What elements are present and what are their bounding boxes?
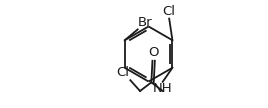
Text: Cl: Cl: [116, 66, 129, 79]
Text: Cl: Cl: [162, 5, 175, 18]
Text: O: O: [148, 46, 159, 59]
Text: NH: NH: [152, 82, 172, 95]
Text: Br: Br: [138, 16, 153, 29]
